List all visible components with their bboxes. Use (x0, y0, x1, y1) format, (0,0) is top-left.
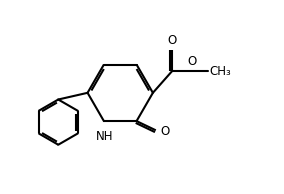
Text: NH: NH (96, 130, 114, 143)
Text: O: O (161, 125, 170, 138)
Text: O: O (168, 34, 177, 47)
Text: CH₃: CH₃ (210, 65, 231, 78)
Text: O: O (187, 55, 196, 68)
